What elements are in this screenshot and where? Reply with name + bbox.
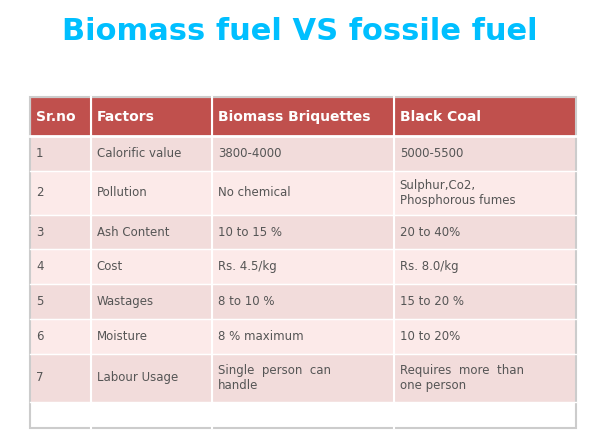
Text: 20 to 40%: 20 to 40%	[400, 226, 460, 239]
FancyBboxPatch shape	[91, 97, 212, 136]
Text: Factors: Factors	[97, 110, 155, 124]
FancyBboxPatch shape	[394, 136, 576, 171]
FancyBboxPatch shape	[394, 319, 576, 354]
FancyBboxPatch shape	[212, 97, 394, 136]
FancyBboxPatch shape	[212, 171, 394, 215]
FancyBboxPatch shape	[394, 171, 576, 215]
Text: 6: 6	[36, 330, 44, 343]
Text: 3800-4000: 3800-4000	[218, 147, 281, 160]
Text: 5000-5500: 5000-5500	[400, 147, 463, 160]
Text: Biomass Briquettes: Biomass Briquettes	[218, 110, 370, 124]
Text: 2: 2	[36, 187, 44, 199]
Text: 1: 1	[36, 147, 44, 160]
Text: Single  person  can
handle: Single person can handle	[218, 364, 331, 392]
FancyBboxPatch shape	[91, 319, 212, 354]
FancyBboxPatch shape	[30, 354, 91, 402]
FancyBboxPatch shape	[91, 171, 212, 215]
Text: 15 to 20 %: 15 to 20 %	[400, 295, 464, 308]
Text: 4: 4	[36, 260, 44, 273]
Text: Rs. 4.5/kg: Rs. 4.5/kg	[218, 260, 277, 273]
Text: 5: 5	[36, 295, 43, 308]
FancyBboxPatch shape	[91, 136, 212, 171]
FancyBboxPatch shape	[394, 354, 576, 402]
FancyBboxPatch shape	[91, 284, 212, 319]
Text: 8 % maximum: 8 % maximum	[218, 330, 304, 343]
FancyBboxPatch shape	[30, 215, 91, 250]
FancyBboxPatch shape	[212, 354, 394, 402]
FancyBboxPatch shape	[30, 250, 91, 284]
Text: Sr.no: Sr.no	[36, 110, 76, 124]
Text: Requires  more  than
one person: Requires more than one person	[400, 364, 524, 392]
Text: Cost: Cost	[97, 260, 123, 273]
Text: Black Coal: Black Coal	[400, 110, 481, 124]
FancyBboxPatch shape	[91, 215, 212, 250]
Text: Rs. 8.0/kg: Rs. 8.0/kg	[400, 260, 458, 273]
FancyBboxPatch shape	[212, 284, 394, 319]
FancyBboxPatch shape	[212, 319, 394, 354]
Text: Pollution: Pollution	[97, 187, 148, 199]
Text: 7: 7	[36, 371, 44, 385]
Text: Sulphur,Co2,
Phosphorous fumes: Sulphur,Co2, Phosphorous fumes	[400, 179, 515, 207]
Text: Wastages: Wastages	[97, 295, 154, 308]
FancyBboxPatch shape	[30, 171, 91, 215]
FancyBboxPatch shape	[30, 284, 91, 319]
Text: 10 to 15 %: 10 to 15 %	[218, 226, 282, 239]
FancyBboxPatch shape	[30, 97, 91, 136]
Text: Moisture: Moisture	[97, 330, 148, 343]
FancyBboxPatch shape	[394, 250, 576, 284]
FancyBboxPatch shape	[394, 97, 576, 136]
FancyBboxPatch shape	[212, 136, 394, 171]
Text: 8 to 10 %: 8 to 10 %	[218, 295, 274, 308]
Text: No chemical: No chemical	[218, 187, 290, 199]
Text: Labour Usage: Labour Usage	[97, 371, 178, 385]
FancyBboxPatch shape	[212, 250, 394, 284]
Text: 3: 3	[36, 226, 43, 239]
Text: Ash Content: Ash Content	[97, 226, 169, 239]
Text: Calorific value: Calorific value	[97, 147, 181, 160]
FancyBboxPatch shape	[394, 215, 576, 250]
FancyBboxPatch shape	[30, 136, 91, 171]
Text: Biomass fuel VS fossile fuel: Biomass fuel VS fossile fuel	[62, 18, 538, 46]
FancyBboxPatch shape	[91, 250, 212, 284]
FancyBboxPatch shape	[30, 319, 91, 354]
FancyBboxPatch shape	[91, 354, 212, 402]
FancyBboxPatch shape	[394, 284, 576, 319]
FancyBboxPatch shape	[212, 215, 394, 250]
Text: 10 to 20%: 10 to 20%	[400, 330, 460, 343]
